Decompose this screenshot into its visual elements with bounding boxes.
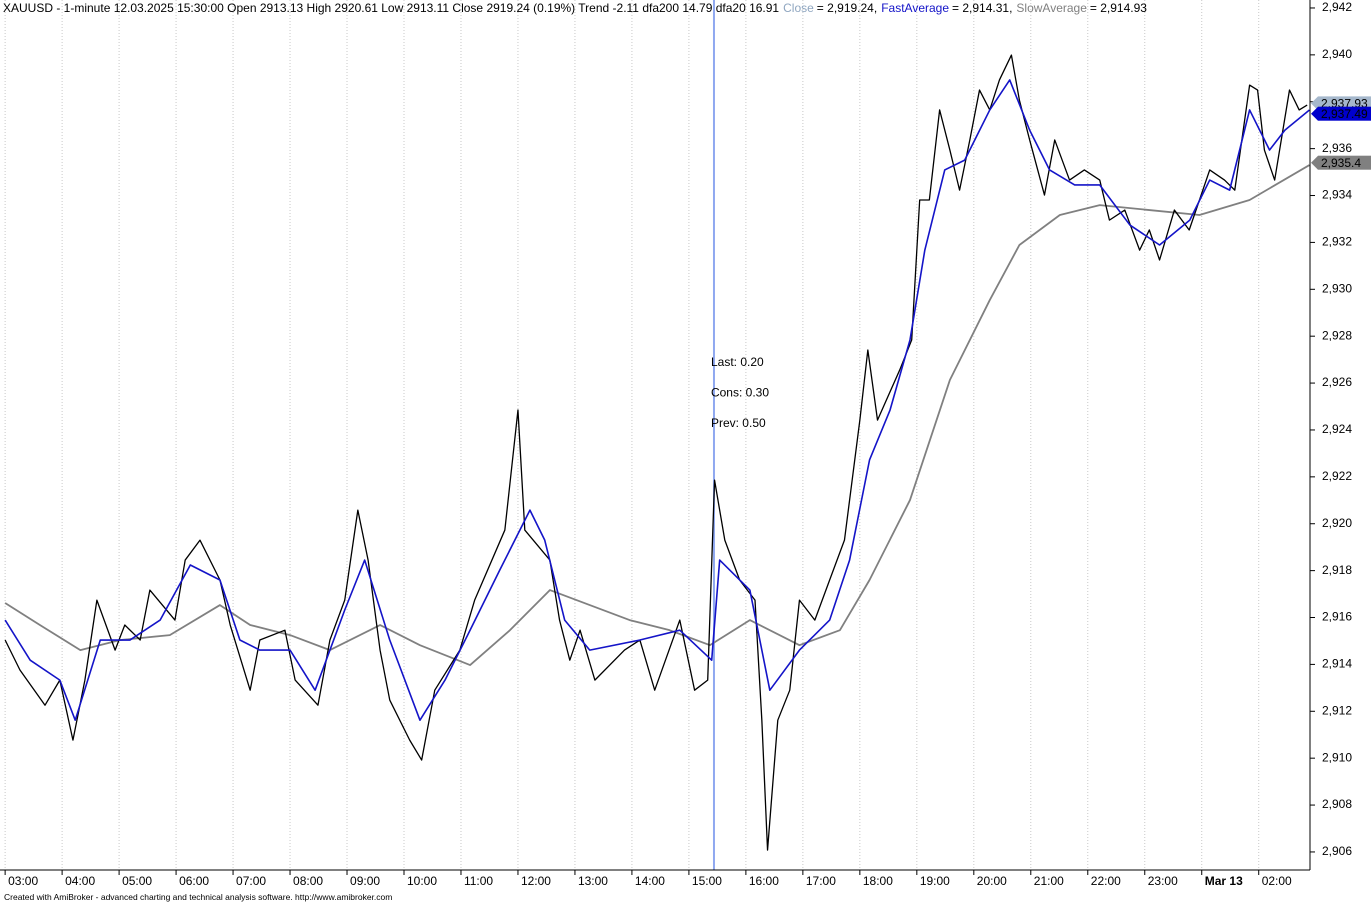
x-tick-label: 04:00 <box>65 874 95 888</box>
x-tick-label: 15:00 <box>692 874 722 888</box>
series-line <box>4 79 1310 721</box>
y-tick-label: 2,918 <box>1322 563 1352 577</box>
x-tick-label: 17:00 <box>806 874 836 888</box>
legend-name: SlowAverage <box>1016 1 1087 15</box>
y-tick-label: 2,926 <box>1322 375 1352 389</box>
y-tick-label: 2,936 <box>1322 141 1352 155</box>
y-tick-label: 2,914 <box>1322 657 1352 671</box>
y-tick-label: 2,930 <box>1322 281 1352 295</box>
y-tick-label: 2,928 <box>1322 328 1352 342</box>
x-tick-label: 02:00 <box>1262 874 1292 888</box>
y-tick-label: 2,940 <box>1322 47 1352 61</box>
y-tick-label: 2,932 <box>1322 235 1352 249</box>
plot-area: Last: 0.20 Cons: 0.30 Prev: 0.50 <box>4 0 1310 870</box>
price-marker <box>1318 106 1371 121</box>
chart-title: XAUUSD - 1-minute 12.03.2025 15:30:00 Op… <box>3 1 780 15</box>
x-tick-label: 08:00 <box>293 874 323 888</box>
y-tick-label: 2,924 <box>1322 422 1352 436</box>
annotation: Cons: 0.30 <box>711 386 769 400</box>
legend-value: = 2,919.24, <box>816 1 878 15</box>
y-tick-label: 2,908 <box>1322 797 1352 811</box>
y-tick-label: 2,910 <box>1322 750 1352 764</box>
y-tick-label: 2,912 <box>1322 703 1352 717</box>
x-tick-label: 19:00 <box>920 874 950 888</box>
x-tick-label: 22:00 <box>1091 874 1121 888</box>
price-marker-arrow <box>1311 155 1318 170</box>
price-marker-arrow <box>1311 106 1318 121</box>
y-tick-label: 2,942 <box>1322 0 1352 14</box>
legend-name: FastAverage <box>881 1 950 15</box>
price-marker-label: 2,935.4 <box>1321 156 1361 170</box>
x-tick-label: 07:00 <box>236 874 266 888</box>
annotation: Last: 0.20 <box>711 355 764 369</box>
x-tick-label: 03:00 <box>8 874 38 888</box>
annotation: Prev: 0.50 <box>711 416 766 430</box>
price-marker <box>1318 155 1371 170</box>
x-tick-label: 16:00 <box>749 874 779 888</box>
y-tick-label: 2,922 <box>1322 469 1352 483</box>
x-tick-label: 21:00 <box>1034 874 1064 888</box>
x-tick-label: 05:00 <box>122 874 152 888</box>
grid <box>4 0 1260 870</box>
x-tick-label: 11:00 <box>464 874 493 888</box>
x-tick-label: 12:00 <box>521 874 551 888</box>
x-tick-label: 06:00 <box>179 874 209 888</box>
legend-name: Close <box>783 1 814 15</box>
y-tick-label: 2,916 <box>1322 610 1352 624</box>
price-marker-label: 2,937.49 <box>1321 107 1368 121</box>
x-tick-label: 23:00 <box>1148 874 1178 888</box>
legend-value: = 2,914.93 <box>1089 1 1147 15</box>
footer: Created with AmiBroker - advanced charti… <box>4 892 393 902</box>
y-tick-label: 2,920 <box>1322 516 1352 530</box>
y-tick-label: 2,934 <box>1322 188 1352 202</box>
axes: 03:00 04:00 05:00 06:00 07:00 08:00 09:00 10:00… <box>4 0 1371 888</box>
x-tick-label: 14:00 <box>635 874 665 888</box>
header: XAUUSD - 1-minute 12.03.2025 15:30:00 Op… <box>3 1 1147 15</box>
x-tick-label: 20:00 <box>977 874 1007 888</box>
x-tick-label: 18:00 <box>863 874 893 888</box>
y-tick-label: 2,906 <box>1322 844 1352 858</box>
series-line <box>4 164 1310 666</box>
series-line <box>4 54 1308 851</box>
price-marker-arrow <box>1311 96 1318 111</box>
x-tick-label: 10:00 <box>407 874 437 888</box>
x-tick-label: 09:00 <box>350 874 380 888</box>
x-tick-label: 13:00 <box>578 874 608 888</box>
legend-value: = 2,914.31, <box>952 1 1013 15</box>
x-tick-label: Mar 13 <box>1205 874 1243 888</box>
